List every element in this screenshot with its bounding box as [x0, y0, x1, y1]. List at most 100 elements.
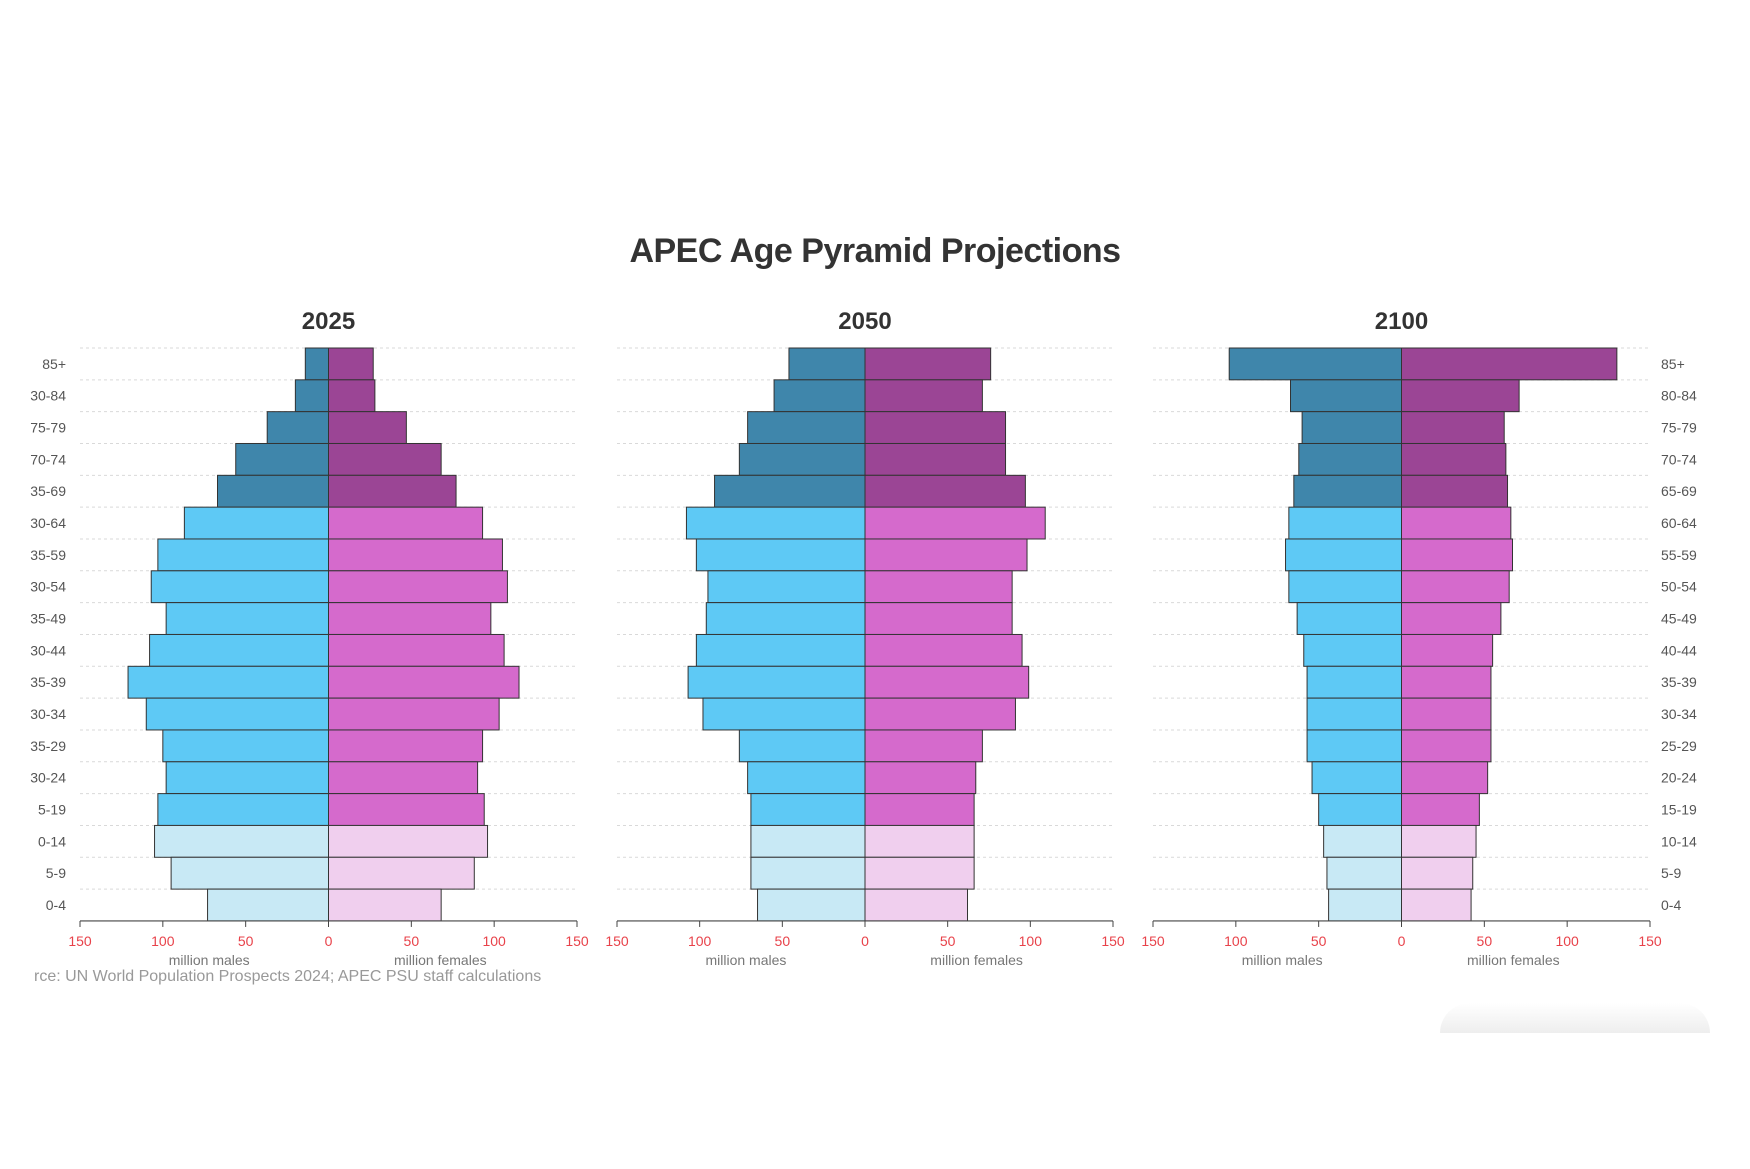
male-bar-35-39 — [127, 665, 329, 699]
female-bar-30-34 — [864, 697, 1016, 731]
age-label-left: 70-74 — [30, 451, 66, 467]
female-bar-30-34 — [328, 697, 500, 731]
x-tick-label: 150 — [605, 933, 629, 949]
female-bar-45-49 — [328, 602, 492, 635]
male-bar-5-9 — [170, 856, 329, 890]
age-label-right: 0-4 — [1661, 897, 1681, 913]
male-bar-5-9 — [1326, 856, 1402, 890]
age-label-left: 85+ — [42, 356, 66, 372]
male-bar-85+ — [788, 347, 866, 381]
male-bar-85+ — [1228, 347, 1402, 381]
male-bar-80-84 — [1290, 379, 1402, 413]
x-tick-label: 150 — [1638, 933, 1662, 949]
female-bar-10-14 — [328, 824, 489, 858]
x-tick-label: 100 — [151, 933, 175, 949]
male-bar-10-14 — [154, 824, 329, 858]
female-bar-85+ — [864, 347, 992, 381]
female-bar-35-39 — [1401, 665, 1492, 699]
male-bar-80-84 — [773, 379, 866, 413]
female-bar-75-79 — [864, 411, 1007, 444]
male-bar-25-29 — [162, 729, 329, 763]
xlabel-females: million females — [1467, 952, 1560, 968]
male-bar-40-44 — [695, 633, 866, 667]
female-bar-80-84 — [1401, 379, 1520, 413]
female-bar-40-44 — [1401, 633, 1494, 667]
male-bar-20-24 — [1311, 761, 1403, 795]
age-label-left: 30-44 — [30, 642, 66, 658]
age-label-left: 30-34 — [30, 706, 66, 722]
male-bar-30-34 — [1306, 697, 1402, 731]
age-label-left: 35-49 — [30, 611, 66, 627]
female-bar-75-79 — [328, 411, 407, 444]
female-bar-70-74 — [328, 442, 442, 476]
age-label-right: 75-79 — [1661, 420, 1697, 436]
male-bar-70-74 — [1298, 442, 1402, 476]
male-bar-30-34 — [145, 697, 329, 731]
xlabel-males: million males — [169, 952, 250, 968]
female-bar-50-54 — [864, 570, 1013, 604]
male-bar-40-44 — [1303, 633, 1403, 667]
female-bar-55-59 — [1401, 538, 1513, 572]
male-bar-45-49 — [1296, 602, 1403, 635]
male-bar-55-59 — [1285, 538, 1402, 572]
age-label-left: 5-9 — [46, 865, 66, 881]
female-bar-25-29 — [864, 729, 983, 763]
female-bar-0-4 — [864, 888, 969, 922]
x-tick-label: 50 — [775, 933, 791, 949]
panel-title-2050: 2050 — [838, 308, 891, 335]
male-bar-40-44 — [149, 633, 329, 667]
female-bar-20-24 — [1401, 761, 1489, 795]
male-bar-50-54 — [707, 570, 866, 604]
age-label-left: 30-84 — [30, 388, 66, 404]
female-bar-50-54 — [328, 570, 508, 604]
male-bar-55-59 — [157, 538, 329, 572]
age-label-right: 20-24 — [1661, 770, 1697, 786]
male-bar-30-34 — [702, 697, 866, 731]
male-bar-0-4 — [757, 888, 866, 922]
panel-title-2100: 2100 — [1375, 308, 1428, 335]
female-bar-75-79 — [1401, 411, 1505, 444]
male-bar-5-9 — [750, 856, 866, 890]
male-bar-45-49 — [705, 602, 866, 635]
female-bar-55-59 — [328, 538, 503, 572]
female-bar-25-29 — [1401, 729, 1492, 763]
age-label-right: 45-49 — [1661, 611, 1697, 627]
female-bar-40-44 — [328, 633, 505, 667]
male-bar-35-39 — [1306, 665, 1402, 699]
age-label-left: 30-64 — [30, 515, 66, 531]
age-label-right: 80-84 — [1661, 388, 1697, 404]
corner-smudge — [1440, 1003, 1710, 1033]
male-bar-10-14 — [1323, 824, 1403, 858]
male-bar-50-54 — [1288, 570, 1403, 604]
x-tick-label: 50 — [1311, 933, 1327, 949]
age-label-left: 30-54 — [30, 579, 66, 595]
x-tick-label: 150 — [1101, 933, 1125, 949]
male-bar-70-74 — [738, 442, 866, 476]
female-bar-20-24 — [864, 761, 977, 795]
x-tick-label: 0 — [325, 933, 333, 949]
xlabel-males: million males — [1242, 952, 1323, 968]
female-bar-65-69 — [864, 474, 1026, 508]
female-bar-80-84 — [328, 379, 376, 413]
female-bar-70-74 — [864, 442, 1007, 476]
female-bar-65-69 — [1401, 474, 1509, 508]
male-bar-75-79 — [1301, 411, 1402, 444]
female-bar-55-59 — [864, 538, 1028, 572]
male-bar-20-24 — [165, 761, 329, 795]
x-tick-label: 100 — [688, 933, 712, 949]
age-label-right: 5-9 — [1661, 865, 1681, 881]
age-label-left: 75-79 — [30, 420, 66, 436]
female-bar-60-64 — [864, 506, 1046, 540]
age-label-right: 85+ — [1661, 356, 1685, 372]
female-bar-35-39 — [864, 665, 1030, 699]
female-bar-25-29 — [328, 729, 484, 763]
female-bar-45-49 — [1401, 602, 1502, 635]
male-bar-15-19 — [1318, 793, 1402, 826]
female-bar-10-14 — [864, 824, 975, 858]
male-bar-25-29 — [738, 729, 866, 763]
male-bar-75-79 — [747, 411, 866, 444]
female-bar-15-19 — [1401, 793, 1480, 826]
male-bar-55-59 — [695, 538, 866, 572]
